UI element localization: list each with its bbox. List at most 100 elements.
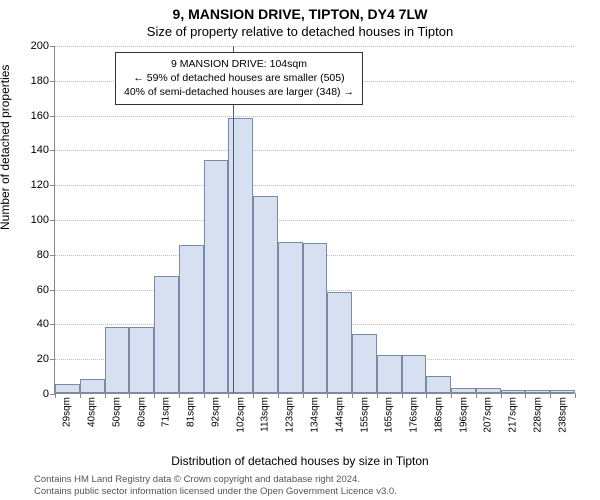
chart-title: 9, MANSION DRIVE, TIPTON, DY4 7LW [0,6,600,22]
ytick-label: 0 [43,388,49,400]
xtick-label: 196sqm [458,397,469,433]
histogram-bar [105,327,130,393]
ytick-mark [50,116,55,117]
histogram-bar [352,334,377,393]
histogram-bar [303,243,328,393]
ytick-mark [50,150,55,151]
ytick-label: 80 [37,249,49,261]
ytick-mark [50,255,55,256]
ytick-mark [50,81,55,82]
ytick-label: 200 [31,40,49,52]
annotation-line2: ← 59% of detached houses are smaller (50… [124,71,354,85]
ytick-mark [50,290,55,291]
grid-line [55,46,574,47]
ytick-mark [50,185,55,186]
grid-line [55,150,574,151]
xtick-mark [501,393,502,398]
xtick-label: 102sqm [235,397,246,433]
xtick-label: 144sqm [334,397,345,433]
grid-line [55,220,574,221]
xtick-mark [525,393,526,398]
xtick-label: 207sqm [483,397,494,433]
x-axis-label: Distribution of detached houses by size … [0,454,600,468]
histogram-bar [550,390,575,393]
xtick-mark [278,393,279,398]
xtick-mark [476,393,477,398]
ytick-label: 40 [37,318,49,330]
ytick-label: 180 [31,75,49,87]
ytick-mark [50,359,55,360]
histogram-bar [80,379,105,393]
xtick-label: 217sqm [508,397,519,433]
xtick-mark [80,393,81,398]
xtick-label: 176sqm [409,397,420,433]
histogram-bar [253,196,278,393]
histogram-bar [55,384,80,393]
ytick-label: 160 [31,110,49,122]
histogram-bar [451,388,476,393]
histogram-bar [525,390,550,393]
xtick-mark [575,393,576,398]
grid-line [55,116,574,117]
plot-area: 02040608010012014016018020029sqm40sqm50s… [54,46,574,394]
annotation-line1: 9 MANSION DRIVE: 104sqm [124,57,354,71]
xtick-label: 134sqm [310,397,321,433]
xtick-mark [303,393,304,398]
xtick-mark [228,393,229,398]
xtick-mark [55,393,56,398]
xtick-label: 123sqm [285,397,296,433]
ytick-mark [50,324,55,325]
xtick-mark [327,393,328,398]
xtick-label: 71sqm [161,397,172,427]
xtick-mark [105,393,106,398]
ytick-label: 20 [37,353,49,365]
histogram-bar [204,160,229,393]
annotation-box: 9 MANSION DRIVE: 104sqm ← 59% of detache… [115,52,363,105]
xtick-label: 186sqm [433,397,444,433]
histogram-bar [129,327,154,393]
xtick-mark [402,393,403,398]
histogram-bar [327,292,352,393]
histogram-bar [278,242,303,393]
footer-line2: Contains public sector information licen… [34,486,397,498]
xtick-label: 155sqm [359,397,370,433]
ytick-label: 140 [31,144,49,156]
xtick-mark [253,393,254,398]
xtick-mark [154,393,155,398]
histogram-bar [402,355,427,393]
histogram-bar [476,388,501,393]
xtick-mark [377,393,378,398]
xtick-label: 81sqm [186,397,197,427]
histogram-bar [426,376,451,393]
xtick-mark [204,393,205,398]
ytick-mark [50,46,55,47]
xtick-label: 228sqm [532,397,543,433]
ytick-label: 100 [31,214,49,226]
xtick-mark [550,393,551,398]
chart-container: 9, MANSION DRIVE, TIPTON, DY4 7LW Size o… [0,0,600,500]
xtick-label: 50sqm [111,397,122,427]
xtick-label: 238sqm [557,397,568,433]
ytick-label: 60 [37,284,49,296]
xtick-mark [451,393,452,398]
histogram-bar [501,390,526,393]
xtick-label: 60sqm [136,397,147,427]
xtick-label: 165sqm [384,397,395,433]
xtick-label: 113sqm [260,397,271,432]
xtick-label: 40sqm [87,397,98,427]
histogram-bar [154,276,179,393]
histogram-bar [179,245,204,393]
annotation-line3: 40% of semi-detached houses are larger (… [124,85,354,99]
xtick-mark [352,393,353,398]
grid-line [55,185,574,186]
y-axis-label: Number of detached properties [0,65,12,230]
footer: Contains HM Land Registry data © Crown c… [34,474,397,498]
ytick-label: 120 [31,179,49,191]
xtick-mark [426,393,427,398]
histogram-bar [377,355,402,393]
xtick-label: 29sqm [62,397,73,427]
xtick-mark [129,393,130,398]
chart-subtitle: Size of property relative to detached ho… [0,24,600,39]
ytick-mark [50,220,55,221]
footer-line1: Contains HM Land Registry data © Crown c… [34,474,397,486]
